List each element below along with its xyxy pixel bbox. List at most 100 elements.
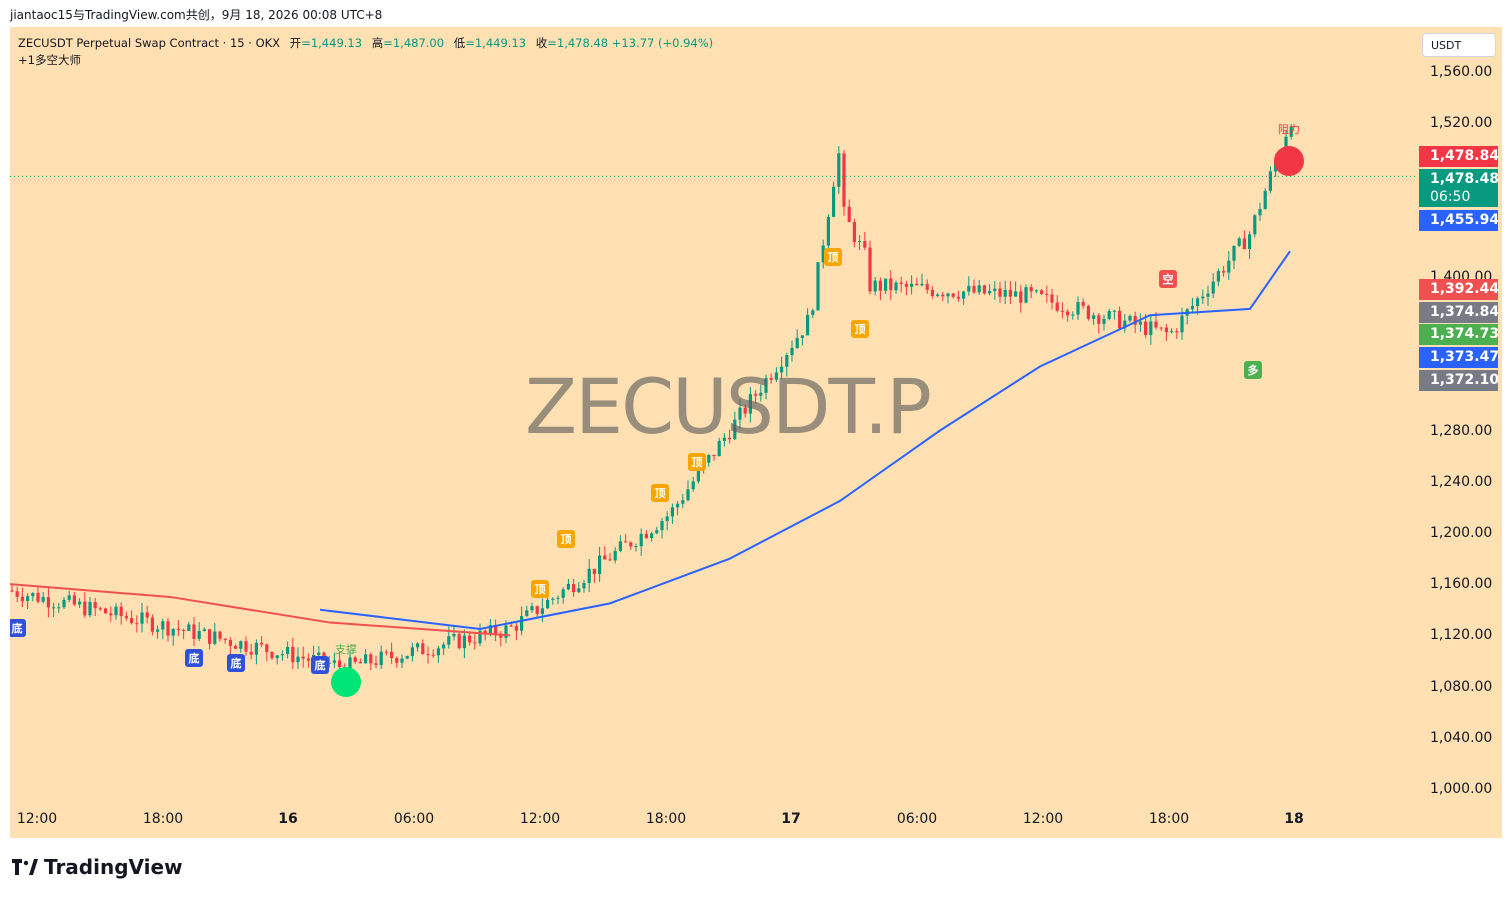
candle-body (1024, 287, 1028, 303)
legend-title: ZECUSDT Perpetual Swap Contract · 15 · O… (18, 36, 281, 50)
chart-plot[interactable]: 阻力 支撑顶顶顶顶顶顶底底底底空多 ZECUSDT.P ZECUSDT Perpe… (10, 27, 1418, 797)
candle-body (967, 285, 971, 292)
candle-body (83, 601, 87, 616)
price-tick: 1,520.00 (1430, 115, 1493, 132)
candle-body (62, 599, 66, 608)
bottom-signal-text: 底 (12, 621, 23, 635)
candle-body (624, 541, 628, 543)
candle-body (1086, 305, 1090, 319)
candle-body (301, 656, 305, 659)
candle-body (993, 288, 997, 291)
candle-body (88, 602, 92, 616)
candle-body (774, 372, 778, 380)
candle-body (665, 516, 669, 522)
candle-body (1045, 293, 1049, 295)
bottom-signal-text: 底 (315, 658, 326, 672)
candle-body (338, 660, 342, 668)
top-signal-badge (531, 580, 549, 598)
candle-body (166, 621, 170, 636)
candle-body (899, 282, 903, 284)
currency-selector[interactable]: USDT (1422, 33, 1496, 57)
candlestick-chart: 阻力支撑顶顶顶顶顶顶底底底底空多 (10, 123, 1418, 697)
candle-body (436, 648, 440, 656)
candle-body (769, 378, 773, 380)
candle-body (124, 616, 128, 619)
candle-body (499, 635, 503, 638)
ma-red-line (10, 583, 511, 637)
time-tick: 12:00 (16, 811, 58, 827)
candle-body (1258, 209, 1262, 216)
candle-body (1097, 315, 1101, 324)
candle-body (332, 660, 336, 663)
time-tick: 12:00 (1022, 811, 1064, 827)
candle-body (1133, 315, 1137, 325)
candle-body (109, 613, 113, 616)
candle-body (863, 241, 867, 248)
candle-body (228, 640, 232, 646)
candle-body (728, 437, 732, 440)
top-signal-badge (851, 320, 869, 338)
candle-body (187, 624, 191, 631)
candle-body (780, 366, 784, 373)
candle-body (15, 591, 19, 597)
legend-high-label: 高 (371, 36, 384, 50)
candle-body (655, 530, 659, 534)
indicator-legend[interactable]: +1多空大师 (18, 53, 81, 67)
candle-body (748, 394, 752, 414)
candle-body (634, 546, 638, 548)
candle-body (1149, 321, 1153, 335)
candle-body (114, 606, 118, 616)
candle-body (520, 616, 524, 631)
candle-body (52, 607, 56, 609)
candle-body (130, 618, 134, 624)
tradingview-brand[interactable]: TradingView (12, 855, 183, 879)
candle-body (858, 241, 862, 243)
ema-line (319, 250, 1291, 630)
candle-body (1248, 234, 1252, 250)
candle-body (41, 597, 45, 602)
bottom-signal-badge (311, 656, 329, 674)
top-signal-text: 顶 (535, 583, 546, 596)
legend-low: =1,449.13 (465, 36, 527, 50)
candle-body (504, 625, 508, 638)
top-signal-badge (688, 453, 706, 471)
candle-body (712, 454, 716, 457)
bottom-signal-badge (185, 649, 203, 667)
price-tick: 1,200.00 (1430, 524, 1493, 541)
price-tag: 1,373.47 (1419, 347, 1499, 368)
candle-body (707, 454, 711, 463)
candle-body (639, 533, 643, 547)
top-signal-badge (824, 248, 842, 266)
candle-body (1170, 331, 1174, 333)
share-header: jiantaoc15与TradingView.com共创，9月 18, 2026… (10, 8, 383, 22)
legend-open: =1,449.13 (301, 36, 363, 50)
candle-body (910, 283, 914, 287)
candle-body (1008, 289, 1012, 297)
candle-body (57, 607, 61, 609)
candle-body (140, 612, 144, 624)
legend-high: =1,487.00 (383, 36, 445, 50)
time-tick: 06:00 (393, 811, 435, 827)
candle-body (364, 654, 368, 664)
candle-body (1014, 291, 1018, 297)
candle-body (145, 612, 149, 618)
candle-body (722, 437, 726, 441)
legend-low-label: 低 (453, 36, 466, 50)
candle-body (275, 655, 279, 659)
candle-body (494, 625, 498, 636)
candle-body (405, 655, 409, 659)
candle-body (1175, 331, 1179, 333)
price-tick: 1,080.00 (1430, 678, 1493, 695)
candle-body (613, 550, 617, 561)
candle-body (1128, 315, 1132, 321)
candle-body (946, 293, 950, 297)
candle-body (1029, 287, 1033, 292)
candle-body (681, 500, 685, 504)
candle-body (759, 392, 763, 396)
top-signal-text: 顶 (692, 456, 703, 469)
candle-body (894, 282, 898, 291)
candle-body (514, 626, 518, 631)
candle-body (442, 644, 446, 649)
candle-body (483, 630, 487, 634)
candle-body (884, 278, 888, 291)
